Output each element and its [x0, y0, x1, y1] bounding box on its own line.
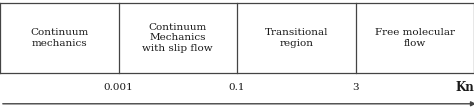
- Text: Free molecular
flow: Free molecular flow: [375, 28, 455, 48]
- Text: 0.001: 0.001: [104, 83, 133, 92]
- Text: 3: 3: [352, 83, 359, 92]
- Text: Continuum
mechanics: Continuum mechanics: [30, 28, 88, 48]
- Text: Kn: Kn: [455, 81, 474, 94]
- Text: Transitional
region: Transitional region: [264, 28, 328, 48]
- Text: Continuum
Mechanics
with slip flow: Continuum Mechanics with slip flow: [143, 23, 213, 53]
- Text: 0.1: 0.1: [229, 83, 245, 92]
